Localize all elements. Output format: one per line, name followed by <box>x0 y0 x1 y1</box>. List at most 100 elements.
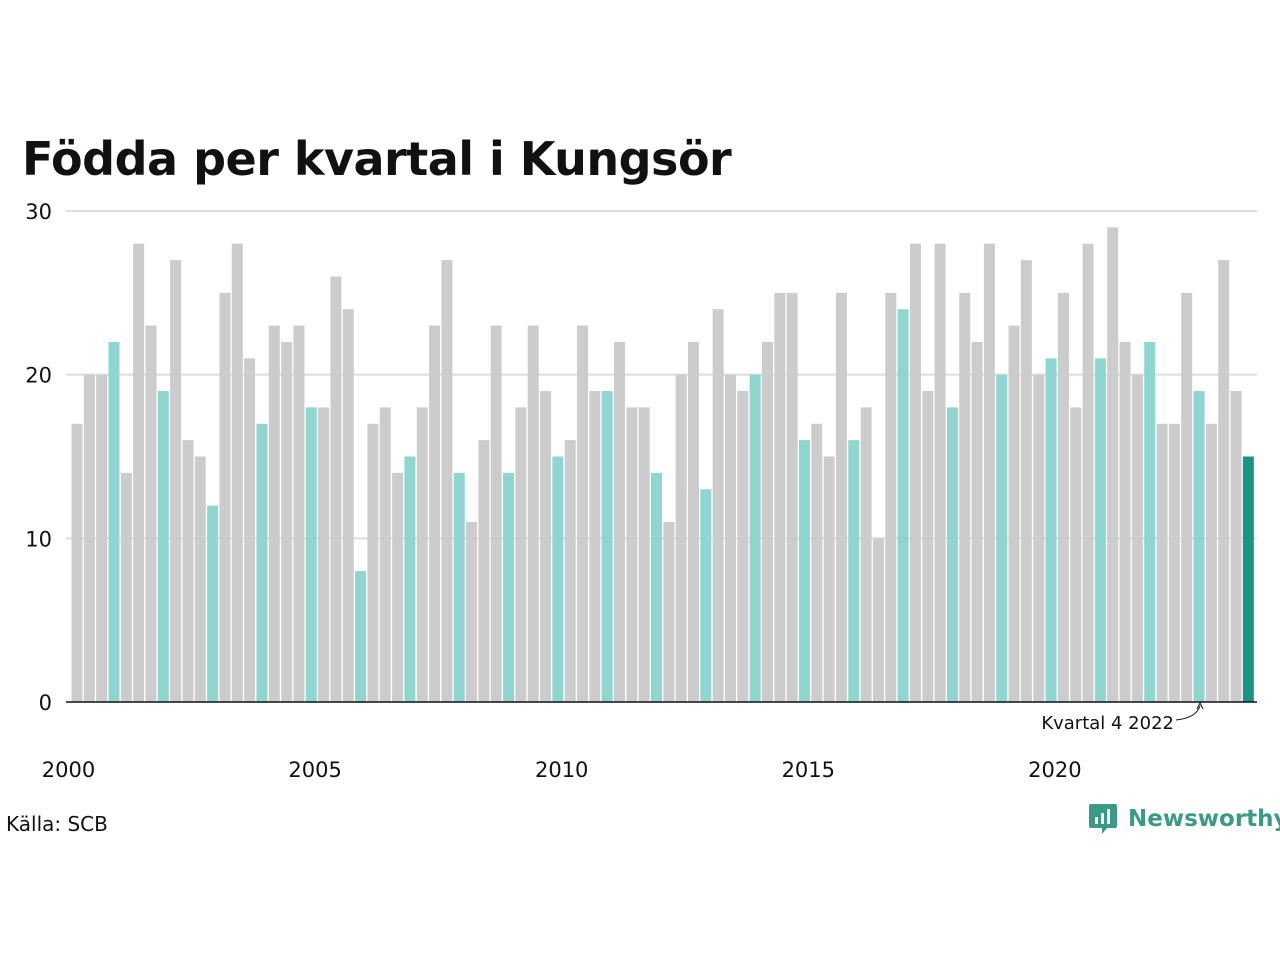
bar <box>552 456 564 702</box>
y-tick-label: 0 <box>39 691 52 715</box>
bar <box>268 325 280 702</box>
annotation: Kvartal 4 2022 <box>1041 701 1204 734</box>
bar <box>490 325 502 702</box>
bar <box>281 341 293 702</box>
bar <box>1045 358 1057 702</box>
bar <box>934 243 946 703</box>
x-axis-labels: 2000 2005 2010 2015 2020 <box>42 758 1082 782</box>
bar <box>244 358 256 702</box>
x-tick-label: 2015 <box>782 758 835 782</box>
bar <box>330 276 342 702</box>
x-tick-label: 2000 <box>42 758 95 782</box>
bar <box>367 423 379 702</box>
bar <box>182 440 194 702</box>
bar <box>503 472 515 702</box>
bar <box>922 391 934 702</box>
y-axis-labels: 0 10 20 30 <box>25 200 52 715</box>
bar <box>675 374 687 702</box>
x-tick-label: 2020 <box>1028 758 1081 782</box>
bar <box>219 292 231 702</box>
bar <box>983 243 995 703</box>
bar <box>564 440 576 702</box>
bar <box>256 423 268 702</box>
bar <box>848 440 860 702</box>
bar <box>293 325 305 702</box>
bar <box>1181 292 1193 702</box>
bar <box>811 423 823 702</box>
bar <box>835 292 847 702</box>
bar <box>108 341 120 702</box>
bar <box>860 407 872 702</box>
bar <box>712 309 724 702</box>
bar <box>885 292 897 702</box>
bar <box>761 341 773 702</box>
bar <box>700 489 712 702</box>
bar <box>83 374 95 702</box>
bar <box>1156 423 1168 702</box>
bar <box>404 456 416 702</box>
bar <box>120 472 132 702</box>
x-tick-label: 2010 <box>535 758 588 782</box>
bar <box>1119 341 1131 702</box>
bar <box>897 309 909 702</box>
bar <box>823 456 835 702</box>
bar <box>1144 341 1156 702</box>
bar <box>909 243 921 703</box>
bar <box>614 341 626 702</box>
bar <box>626 407 638 702</box>
bar <box>1218 260 1230 702</box>
source-note: Källa: SCB <box>6 812 108 836</box>
y-tick-label: 30 <box>25 200 52 224</box>
chart-title: Födda per kvartal i Kungsör <box>22 132 732 186</box>
bar <box>1107 227 1119 702</box>
bar <box>1168 423 1180 702</box>
bar <box>1057 292 1069 702</box>
bar <box>971 341 983 702</box>
annotation-arrow <box>1175 705 1201 721</box>
bar <box>688 341 699 702</box>
x-tick-label: 2005 <box>288 758 341 782</box>
bar <box>429 325 441 702</box>
bar <box>1094 358 1106 702</box>
bar <box>1008 325 1020 702</box>
bar <box>318 407 330 702</box>
bar <box>1070 407 1082 702</box>
bar <box>466 521 478 702</box>
brand-logo: Newsworthy <box>1088 802 1280 836</box>
bar <box>1020 260 1032 702</box>
bar <box>959 292 971 702</box>
annotation-arrowhead <box>1196 701 1204 710</box>
bar <box>145 325 157 702</box>
bars <box>71 227 1254 703</box>
bar <box>157 391 169 702</box>
bar <box>416 407 428 702</box>
bar <box>872 538 884 702</box>
bar <box>1242 456 1254 702</box>
bar <box>540 391 552 702</box>
brand-name: Newsworthy <box>1128 806 1280 832</box>
bar <box>601 391 613 702</box>
bar <box>749 374 761 702</box>
bar <box>663 521 675 702</box>
bar <box>1033 374 1045 702</box>
annotation-label: Kvartal 4 2022 <box>1041 713 1174 734</box>
bar <box>798 440 810 702</box>
bar <box>441 260 453 702</box>
bar <box>379 407 391 702</box>
bar <box>1205 423 1217 702</box>
bar <box>589 391 601 702</box>
bar <box>342 309 354 702</box>
bar <box>515 407 527 702</box>
bar <box>786 292 798 702</box>
bar <box>527 325 539 702</box>
bar <box>207 505 219 702</box>
bar <box>392 472 404 702</box>
bar <box>453 472 465 702</box>
y-tick-label: 10 <box>25 527 52 551</box>
bar <box>170 260 182 702</box>
bar <box>71 423 83 702</box>
bar <box>1131 374 1143 702</box>
bar <box>1193 391 1205 702</box>
bar <box>305 407 317 702</box>
bar <box>774 292 786 702</box>
